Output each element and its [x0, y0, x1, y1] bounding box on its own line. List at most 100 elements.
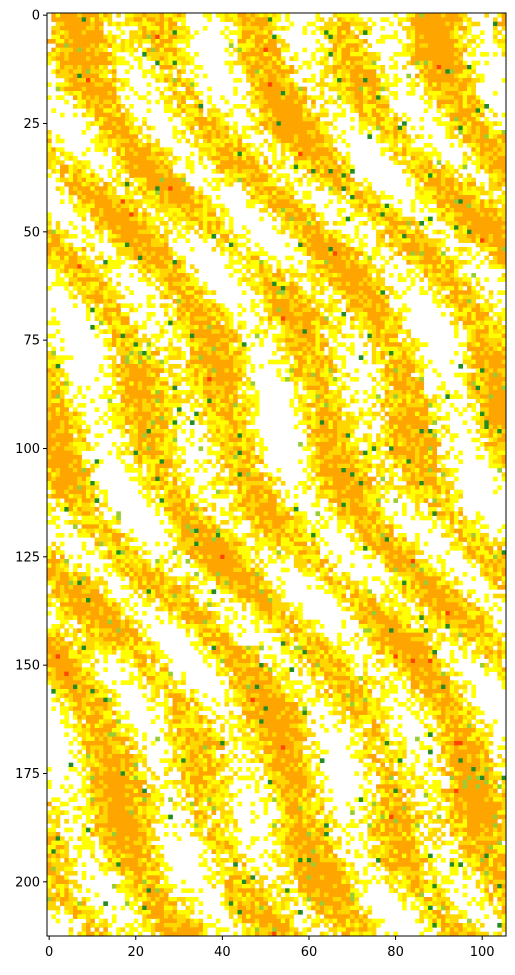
- heatmap-cell: [77, 273, 82, 278]
- heatmap-cell: [345, 39, 351, 44]
- heatmap-cell: [51, 320, 56, 326]
- heatmap-cell: [155, 78, 160, 83]
- heatmap-cell: [189, 208, 195, 213]
- heatmap-cell: [311, 156, 316, 161]
- heatmap-cell: [285, 13, 290, 18]
- heatmap-cell: [315, 290, 321, 295]
- heatmap-cell: [458, 143, 463, 148]
- heatmap-cell: [81, 195, 87, 200]
- heatmap-cell: [432, 268, 438, 274]
- heatmap-cell: [68, 151, 74, 157]
- heatmap-cell: [324, 264, 329, 269]
- heatmap-cell: [133, 138, 139, 144]
- heatmap-cell: [354, 86, 360, 92]
- heatmap-cell: [90, 273, 95, 278]
- heatmap-cell: [285, 112, 290, 118]
- heatmap-cell: [267, 17, 273, 22]
- heatmap-cell: [454, 264, 459, 269]
- heatmap-cell: [81, 151, 87, 157]
- heatmap-cell: [181, 234, 186, 239]
- heatmap-cell: [124, 212, 130, 217]
- heatmap-cell: [211, 212, 217, 217]
- heatmap-cell: [267, 316, 273, 321]
- heatmap-cell: [176, 104, 182, 109]
- heatmap-cell: [484, 151, 489, 157]
- heatmap-cell: [293, 290, 299, 295]
- heatmap-cell: [237, 21, 243, 27]
- heatmap-cell: [276, 13, 282, 18]
- heatmap-cell: [272, 134, 277, 139]
- heatmap-cell: [406, 26, 412, 31]
- heatmap-cell: [72, 34, 78, 40]
- heatmap-cell: [107, 95, 113, 100]
- heatmap-cell: [254, 177, 260, 183]
- heatmap-cell: [259, 169, 264, 174]
- heatmap-cell: [354, 73, 360, 79]
- heatmap-cell: [328, 30, 334, 35]
- heatmap-cell: [423, 242, 429, 248]
- heatmap-cell: [81, 99, 87, 105]
- heatmap-cell: [207, 307, 212, 313]
- heatmap-cell: [181, 199, 186, 204]
- heatmap-cell: [94, 195, 100, 200]
- heatmap-cell: [55, 52, 61, 57]
- heatmap-cell: [198, 156, 204, 161]
- heatmap-cell: [202, 26, 208, 31]
- heatmap-cell: [354, 277, 360, 282]
- heatmap-cell: [81, 130, 87, 135]
- heatmap-cell: [267, 69, 273, 74]
- heatmap-cell: [90, 294, 95, 300]
- heatmap-cell: [341, 156, 347, 161]
- heatmap-cell: [189, 212, 195, 217]
- heatmap-cell: [124, 195, 130, 200]
- heatmap-cell: [224, 99, 230, 105]
- heatmap-cell: [441, 30, 446, 35]
- heatmap-cell: [263, 190, 269, 196]
- heatmap-cell: [215, 138, 221, 144]
- heatmap-cell: [289, 312, 295, 317]
- heatmap-cell: [233, 173, 238, 178]
- heatmap-cell: [462, 225, 468, 230]
- heatmap-cell: [246, 60, 251, 66]
- heatmap-cell: [384, 242, 390, 248]
- heatmap-cell: [150, 34, 156, 40]
- heatmap-cell: [432, 34, 438, 40]
- heatmap-cell: [103, 143, 108, 148]
- heatmap-cell: [488, 164, 494, 170]
- heatmap-cell: [241, 69, 247, 74]
- heatmap-cell: [389, 221, 394, 226]
- heatmap-cell: [449, 34, 455, 40]
- heatmap-cell: [198, 108, 204, 113]
- heatmap-cell: [163, 186, 169, 191]
- heatmap-cell: [120, 312, 126, 317]
- heatmap-cell: [129, 121, 134, 126]
- heatmap-cell: [298, 108, 303, 113]
- heatmap-cell: [289, 299, 295, 304]
- heatmap-cell: [77, 255, 82, 261]
- heatmap-cell: [211, 104, 217, 109]
- heatmap-cell: [111, 65, 117, 70]
- heatmap-cell: [51, 229, 56, 235]
- heatmap-cell: [259, 299, 264, 304]
- heatmap-cell: [462, 199, 468, 204]
- heatmap-cell: [337, 69, 342, 74]
- heatmap-cell: [81, 39, 87, 44]
- heatmap-cell: [462, 247, 468, 252]
- heatmap-cell: [107, 130, 113, 135]
- heatmap-cell: [276, 26, 282, 31]
- heatmap-cell: [111, 212, 117, 217]
- heatmap-cell: [211, 151, 217, 157]
- heatmap-cell: [441, 195, 446, 200]
- heatmap-cell: [345, 268, 351, 274]
- heatmap-cell: [77, 186, 82, 191]
- heatmap-cell: [259, 26, 264, 31]
- heatmap-cell: [250, 299, 256, 304]
- heatmap-cell: [428, 251, 433, 256]
- heatmap-cell: [358, 312, 364, 317]
- heatmap-cell: [276, 17, 282, 22]
- heatmap-cell: [428, 65, 433, 70]
- heatmap-cell: [458, 281, 463, 287]
- heatmap-cell: [423, 52, 429, 57]
- heatmap-cell: [85, 203, 91, 209]
- heatmap-cell: [341, 273, 347, 278]
